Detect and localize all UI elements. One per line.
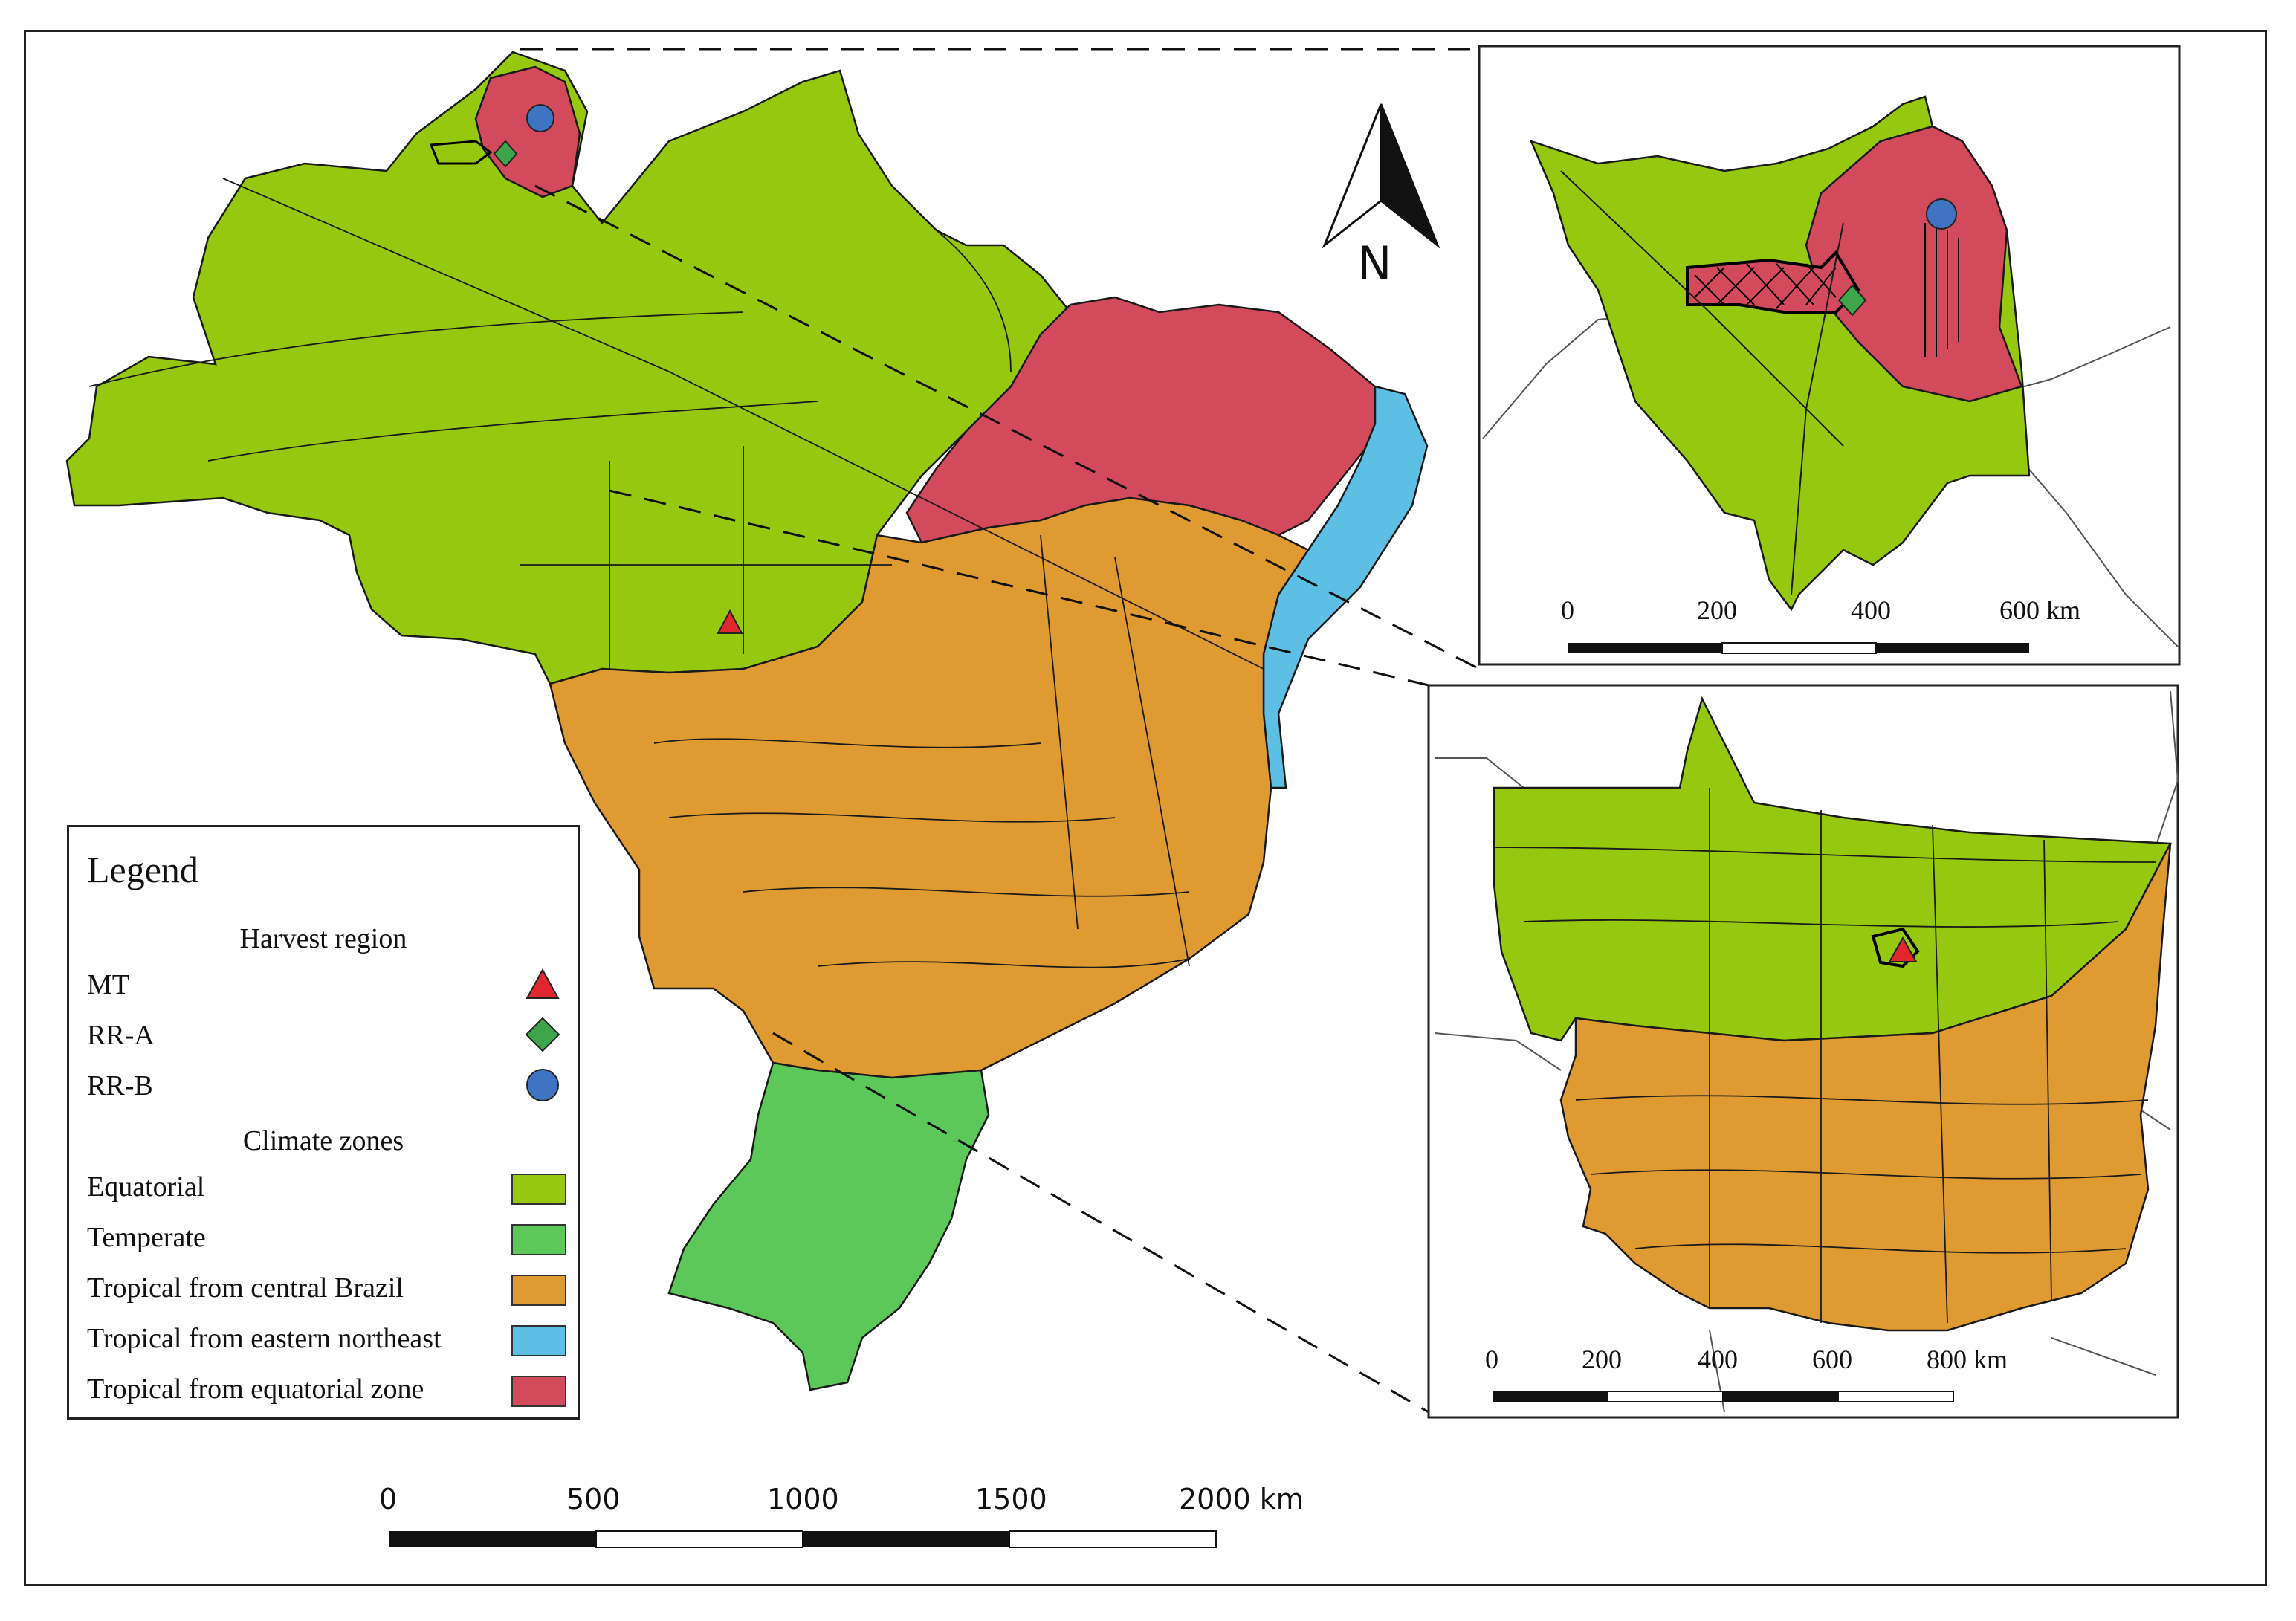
inset-mg-scale-label-800: 800 km (1927, 1345, 2008, 1374)
legend-title: Legend (87, 849, 198, 890)
internal-boundaries (88, 178, 1264, 968)
inset-roraima-scale-label-400: 400 (1851, 595, 1891, 625)
legend-climate-equatorial-label: Equatorial (87, 1171, 205, 1203)
legend-box: Legend Harvest region MT RR-A RR-B Clima… (67, 825, 580, 1420)
legend-swatch-eastern (511, 1325, 566, 1356)
legend-triangle-icon (526, 968, 560, 999)
inset-roraima-scale-label-600: 600 km (1999, 595, 2081, 625)
inset-mg-scale-label-0: 0 (1485, 1345, 1498, 1374)
inset-mg-central (1559, 843, 2172, 1332)
legend-swatch-central (511, 1275, 566, 1306)
brazil-main-map (65, 51, 1429, 1391)
marker-mt-triangle (717, 609, 743, 634)
legend-climate-temperate-label: Temperate (87, 1222, 206, 1253)
inset-mato-grosso-map (1434, 690, 2179, 1413)
legend-swatch-temperate (511, 1224, 566, 1255)
main-scale-label-1000: 1000 (767, 1483, 839, 1515)
main-scale-label-2000: 2000 km (1179, 1483, 1304, 1515)
legend-harvest-mt-label: MT (87, 969, 129, 1000)
legend-diamond-icon (525, 1017, 560, 1052)
marker-rr-b-circle (526, 104, 554, 132)
zone-tropical-central (549, 496, 1310, 1079)
inset-connector-lines (520, 48, 1480, 1414)
inset-roraima-scale-bar (1568, 642, 2029, 654)
inset-mg-scale-label-400: 400 (1698, 1345, 1738, 1374)
main-scale-label-500: 500 (566, 1483, 621, 1515)
legend-swatch-equatorial (511, 1174, 566, 1205)
legend-harvest-rra-label: RR-A (87, 1020, 155, 1051)
legend-circle-icon (526, 1069, 559, 1101)
legend-climate-central-label: Tropical from central Brazil (87, 1272, 404, 1304)
legend-climate-eastern-label: Tropical from eastern northeast (87, 1323, 442, 1354)
inset-marker-rr-b-circle (1926, 198, 1957, 230)
legend-harvest-rrb-label: RR-B (87, 1070, 153, 1101)
zone-temperate (667, 1061, 990, 1391)
zone-roraima-tropical (474, 65, 581, 198)
inset-mg-scale-label-600: 600 (1812, 1345, 1852, 1374)
inset-mato-grosso-scale-bar (1493, 1391, 1954, 1402)
rr-hatched-area (429, 140, 493, 165)
inset-mg-scale-label-200: 200 (1582, 1345, 1622, 1374)
main-scale-bar (389, 1530, 1217, 1548)
inset-roraima-scale-label-0: 0 (1561, 595, 1574, 625)
main-scale-label-0: 0 (379, 1483, 398, 1515)
legend-harvest-heading: Harvest region (239, 923, 407, 954)
inset-mg-municipal-lines (1493, 788, 2156, 1324)
inset-roraima-map (1482, 95, 2179, 647)
main-scale-label-1500: 1500 (975, 1483, 1047, 1515)
legend-climate-equatorial-zone-label: Tropical from equatorial zone (87, 1374, 424, 1405)
north-arrow-label: N (1357, 236, 1392, 291)
legend-climate-heading: Climate zones (242, 1125, 404, 1156)
inset-marker-mt-triangle (1888, 936, 1918, 962)
north-arrow-icon (1322, 103, 1440, 249)
legend-swatch-equatorial-zone (511, 1376, 566, 1407)
marker-rr-a-diamond (493, 140, 518, 168)
inset-roraima-hatch-lines (1694, 223, 1959, 357)
inset-roraima-scale-label-200: 200 (1697, 595, 1737, 625)
inset-marker-rr-a-diamond (1837, 284, 1867, 317)
